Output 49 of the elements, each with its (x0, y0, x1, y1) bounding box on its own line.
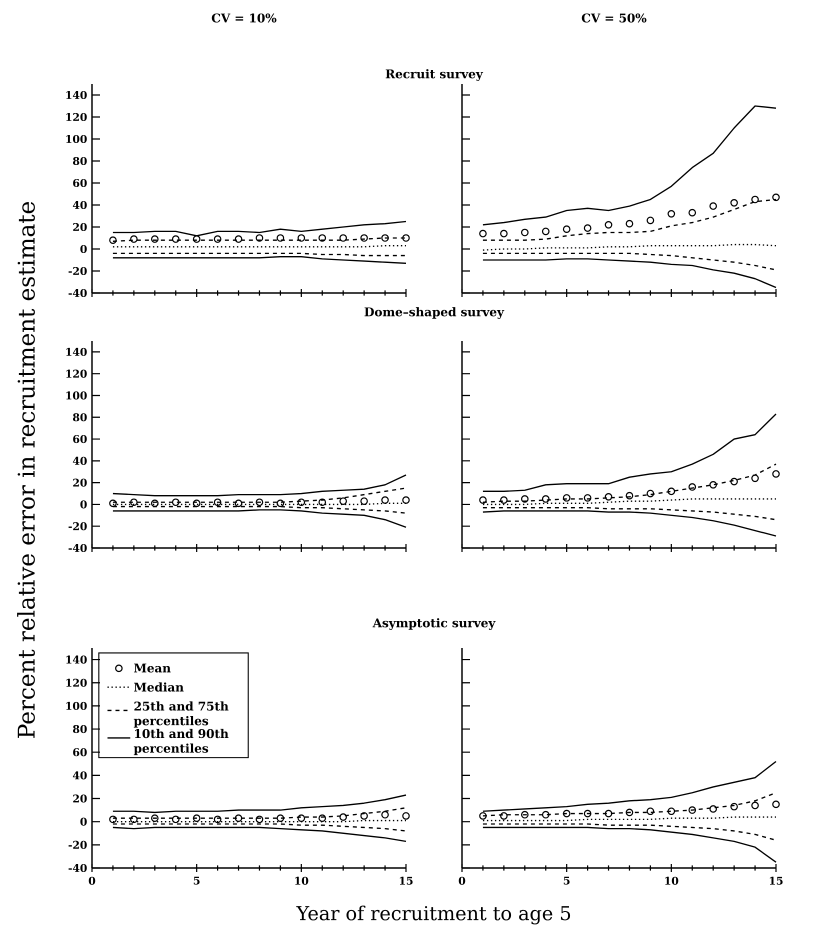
y-tick-label: -20 (68, 266, 87, 276)
x-tick-label: 10 (665, 876, 678, 885)
text: Dome–shaped survey (364, 307, 504, 319)
y-tick-label: 0 (80, 818, 87, 826)
y-tick-label: 20 (73, 794, 87, 803)
y-tick-label: -40 (68, 544, 87, 552)
y-tick-label: -20 (68, 840, 87, 849)
y-tick-label: 80 (72, 725, 87, 734)
legend-label: 25th and 75th percentiles (134, 701, 228, 728)
y-tick-label: 20 (73, 478, 87, 487)
y-tick-label: 100 (66, 702, 87, 710)
y-tick-label: 20 (73, 222, 87, 232)
x-tick-label: 5 (564, 876, 570, 885)
y-tick-label: 60 (73, 435, 87, 444)
y-tick-label: 140 (66, 656, 87, 664)
legend-label: Mean (134, 664, 171, 673)
x-tick-label: 5 (194, 876, 200, 885)
x-axis-title: Year of recruitment to age 5 (296, 906, 570, 924)
y-tick-label: 0 (80, 244, 87, 254)
y-tick-label: 60 (73, 178, 87, 188)
text: Asymptotic survey (372, 618, 496, 630)
x-tick-label: 15 (400, 876, 413, 885)
x-tick-label: 10 (295, 876, 308, 885)
y-axis-title: Percent relative error in recruitment estimate (17, 202, 35, 738)
y-tick-label: 120 (66, 678, 87, 687)
y-tick-label: 60 (73, 748, 87, 756)
y-tick-label: 40 (72, 456, 87, 465)
y-tick-label: 40 (72, 771, 87, 780)
y-tick-label: -40 (68, 864, 87, 872)
y-tick-label: 0 (80, 500, 87, 508)
x-tick-label: 0 (88, 876, 96, 885)
y-tick-label: 40 (72, 200, 87, 210)
x-tick-label: 15 (770, 876, 783, 885)
legend-label: Median (134, 682, 184, 692)
y-tick-label: 120 (66, 370, 87, 378)
y-tick-label: 80 (72, 156, 87, 166)
y-tick-label: -20 (68, 522, 87, 530)
y-tick-label: 140 (66, 348, 87, 356)
text: Recruit survey (386, 69, 484, 81)
chart-title: CV = 10% (212, 13, 276, 23)
y-tick-label: 100 (66, 134, 87, 144)
y-tick-label: 80 (72, 413, 87, 422)
y-tick-label: -40 (68, 288, 87, 298)
y-tick-label: 120 (66, 112, 87, 122)
x-tick-label: 0 (458, 876, 466, 885)
legend-label: 10th and 90th percentiles (134, 728, 228, 756)
y-tick-label: 100 (66, 391, 87, 400)
chart-title: CV = 50% (582, 13, 646, 23)
y-tick-label: 140 (66, 90, 87, 100)
